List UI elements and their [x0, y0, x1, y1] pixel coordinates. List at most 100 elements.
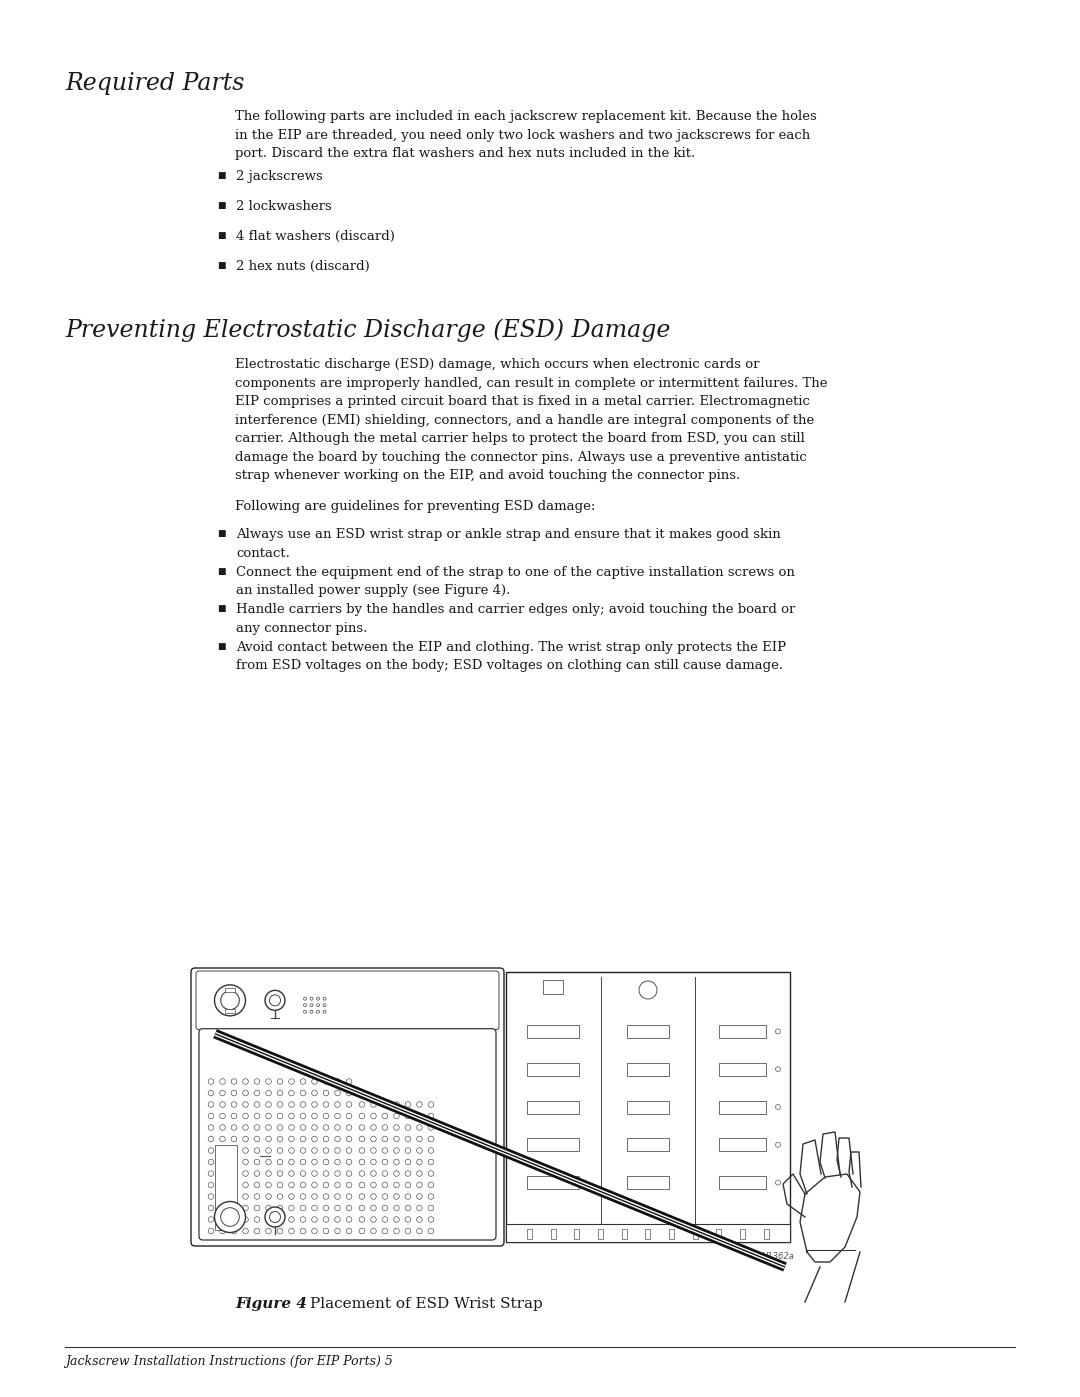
Bar — [626, 1063, 670, 1076]
Circle shape — [208, 1113, 214, 1119]
Bar — [693, 1229, 698, 1239]
Text: 2 jackscrews: 2 jackscrews — [237, 170, 323, 183]
Circle shape — [405, 1102, 410, 1108]
Circle shape — [266, 1171, 271, 1176]
Circle shape — [208, 1102, 214, 1108]
Circle shape — [370, 1148, 376, 1154]
Circle shape — [370, 1182, 376, 1187]
Circle shape — [254, 1125, 260, 1130]
Circle shape — [323, 1217, 328, 1222]
Text: ■: ■ — [217, 261, 226, 270]
Circle shape — [278, 1206, 283, 1211]
Circle shape — [382, 1182, 388, 1187]
Bar — [527, 1139, 579, 1151]
Circle shape — [323, 1182, 328, 1187]
Circle shape — [382, 1160, 388, 1165]
Circle shape — [208, 1148, 214, 1154]
Circle shape — [393, 1193, 400, 1199]
Circle shape — [265, 990, 285, 1010]
Circle shape — [288, 1160, 294, 1165]
Circle shape — [220, 990, 240, 1010]
Circle shape — [382, 1217, 388, 1222]
Circle shape — [254, 1148, 260, 1154]
Circle shape — [360, 1125, 365, 1130]
Circle shape — [417, 1206, 422, 1211]
Circle shape — [208, 1193, 214, 1199]
Bar — [719, 1139, 767, 1151]
Circle shape — [278, 1217, 283, 1222]
Circle shape — [300, 1125, 306, 1130]
Circle shape — [382, 1148, 388, 1154]
Circle shape — [243, 1193, 248, 1199]
Circle shape — [323, 1078, 328, 1084]
Circle shape — [347, 1136, 352, 1141]
Bar — [527, 1176, 579, 1189]
Circle shape — [219, 1136, 226, 1141]
Circle shape — [428, 1182, 434, 1187]
Circle shape — [323, 1010, 326, 1013]
Circle shape — [231, 1228, 237, 1234]
Circle shape — [323, 1090, 328, 1095]
Bar — [626, 1025, 670, 1038]
Circle shape — [288, 1148, 294, 1154]
Circle shape — [428, 1102, 434, 1108]
Circle shape — [219, 1113, 226, 1119]
Circle shape — [231, 1160, 237, 1165]
Bar — [225, 1009, 235, 1013]
Circle shape — [300, 1182, 306, 1187]
Circle shape — [428, 1193, 434, 1199]
Circle shape — [417, 1193, 422, 1199]
Circle shape — [278, 1148, 283, 1154]
Circle shape — [278, 1193, 283, 1199]
Circle shape — [288, 1136, 294, 1141]
Circle shape — [312, 1217, 318, 1222]
Circle shape — [300, 1148, 306, 1154]
Text: Connect the equipment end of the strap to one of the captive installation screws: Connect the equipment end of the strap t… — [237, 566, 795, 597]
Text: ■: ■ — [217, 201, 226, 210]
Circle shape — [370, 1217, 376, 1222]
Circle shape — [323, 1228, 328, 1234]
Circle shape — [347, 1078, 352, 1084]
Circle shape — [300, 1193, 306, 1199]
Circle shape — [266, 1078, 271, 1084]
Bar — [646, 1229, 650, 1239]
Circle shape — [335, 1125, 340, 1130]
Bar — [527, 1229, 532, 1239]
Circle shape — [231, 1113, 237, 1119]
Circle shape — [370, 1228, 376, 1234]
Circle shape — [266, 1193, 271, 1199]
Circle shape — [335, 1182, 340, 1187]
Circle shape — [243, 1125, 248, 1130]
Circle shape — [243, 1113, 248, 1119]
Circle shape — [278, 1228, 283, 1234]
Circle shape — [266, 1125, 271, 1130]
Bar — [575, 1229, 580, 1239]
Circle shape — [278, 1102, 283, 1108]
Circle shape — [254, 1217, 260, 1222]
Circle shape — [370, 1125, 376, 1130]
Circle shape — [393, 1217, 400, 1222]
Circle shape — [231, 1171, 237, 1176]
Text: Jackscrew Installation Instructions (for EIP Ports) 5: Jackscrew Installation Instructions (for… — [65, 1355, 393, 1368]
Circle shape — [231, 1125, 237, 1130]
Circle shape — [323, 1102, 328, 1108]
Circle shape — [300, 1228, 306, 1234]
Circle shape — [243, 1217, 248, 1222]
Circle shape — [266, 1217, 271, 1222]
Circle shape — [405, 1171, 410, 1176]
Circle shape — [775, 1180, 781, 1185]
Circle shape — [254, 1182, 260, 1187]
Circle shape — [405, 1182, 410, 1187]
Circle shape — [405, 1125, 410, 1130]
Bar — [764, 1229, 769, 1239]
Circle shape — [219, 1148, 226, 1154]
Circle shape — [405, 1148, 410, 1154]
Circle shape — [370, 1102, 376, 1108]
Circle shape — [270, 1211, 281, 1222]
Circle shape — [316, 1003, 320, 1007]
Circle shape — [219, 1228, 226, 1234]
Text: 2 hex nuts (discard): 2 hex nuts (discard) — [237, 260, 369, 272]
Circle shape — [417, 1160, 422, 1165]
Circle shape — [382, 1125, 388, 1130]
Circle shape — [428, 1171, 434, 1176]
